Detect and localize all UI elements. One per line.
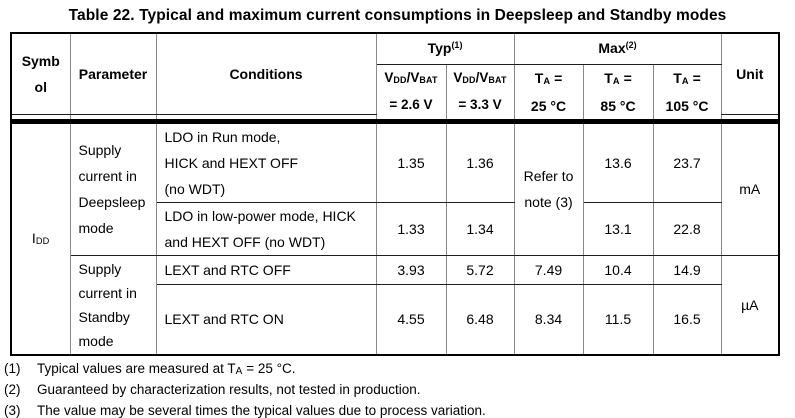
header-spacer-cell bbox=[69, 113, 157, 121]
max-105c-value: 14.9 bbox=[652, 254, 722, 285]
footnote-number: (2) bbox=[4, 382, 21, 397]
vdd-3v3-column-header: VDD/VBAT = 3.3 V bbox=[445, 63, 515, 122]
refer-to-note-cell: Refer to note (3) bbox=[513, 118, 584, 256]
deepsleep-parameter-cell: Supply current in Deepsleep mode bbox=[69, 118, 157, 256]
max-105c-value: 16.5 bbox=[652, 283, 722, 356]
unit-ua-cell: µA bbox=[720, 254, 780, 356]
standby-parameter-cell: Supply current in Standby mode bbox=[69, 254, 157, 356]
table-row-deepsleep-lowpower: LDO in low-power mode, HICK and HEXT OFF… bbox=[11, 201, 779, 256]
max-105c-value: 23.7 bbox=[652, 118, 722, 203]
current-consumption-table: Symb ol Parameter Conditions Typ(1) Max(… bbox=[10, 32, 781, 356]
typ-footnote-ref: (1) bbox=[451, 39, 463, 50]
condition-cell-lext-rtc-off: LEXT and RTC OFF bbox=[155, 254, 377, 285]
max-85c-value: 10.4 bbox=[582, 254, 654, 285]
table-row-standby-rtc-off: Supply current in Standby mode LEXT and … bbox=[11, 254, 780, 356]
vdd-2v6-column-header: VDD/VBAT = 2.6 V bbox=[375, 63, 447, 122]
max-group-header: Max(2) bbox=[513, 32, 722, 65]
footnote: (3) The value may be several times the ty… bbox=[4, 401, 795, 418]
typ-3v3-value: 1.36 bbox=[445, 118, 515, 203]
typ-3v3-value: 5.72 bbox=[445, 254, 515, 285]
typ-2v6-value: 1.35 bbox=[375, 118, 447, 203]
footnote: (1) Typical values are measured at TA = 2… bbox=[4, 359, 795, 380]
condition-cell-ldo-run: LDO in Run mode, HICK and HEXT OFF (no W… bbox=[155, 118, 377, 203]
footnote-number: (3) bbox=[4, 403, 21, 418]
typ-2v6-value: 3.93 bbox=[375, 254, 447, 285]
table-title: Table 22. Typical and maximum current co… bbox=[68, 7, 727, 24]
footnote-number: (1) bbox=[4, 361, 21, 376]
symbol-column-header: Symb ol bbox=[10, 32, 71, 115]
typ-3v3-value: 1.34 bbox=[445, 201, 515, 256]
ta-105c-column-header: TA = 105 °C bbox=[652, 63, 722, 122]
typ-3v3-value: 6.48 bbox=[445, 283, 515, 356]
typ-2v6-value: 4.55 bbox=[375, 283, 447, 356]
typ-2v6-value: 1.33 bbox=[375, 201, 447, 256]
ta-25c-column-header: TA = 25 °C bbox=[513, 63, 584, 122]
max-85c-value: 13.6 bbox=[582, 118, 654, 203]
footnote-text: The value may be several times the typic… bbox=[37, 403, 486, 418]
condition-cell-ldo-lowpower: LDO in low-power mode, HICK and HEXT OFF… bbox=[155, 201, 377, 256]
max-85c-value: 13.1 bbox=[582, 201, 654, 256]
max-25c-value: 8.34 bbox=[513, 283, 584, 356]
condition-cell-lext-rtc-on: LEXT and RTC ON bbox=[155, 283, 377, 356]
header-spacer-cell bbox=[155, 113, 377, 121]
max-85c-value: 11.5 bbox=[582, 283, 654, 356]
header-subcolumn-row: VDD/VBAT = 2.6 V VDD/VBAT = 3.3 V TA = 2… bbox=[11, 63, 779, 122]
max-25c-value: 7.49 bbox=[513, 254, 584, 285]
unit-column-header: Unit bbox=[720, 32, 780, 115]
typ-group-header: Typ(1) bbox=[375, 32, 515, 65]
parameter-column-header: Parameter bbox=[69, 32, 157, 115]
unit-ma-cell: mA bbox=[720, 118, 780, 256]
conditions-column-header: Conditions bbox=[155, 32, 377, 115]
header-spacer-cell bbox=[720, 113, 780, 121]
symbol-idd-cell: IDD bbox=[10, 118, 71, 356]
footnote-text: Guaranteed by characterization results, … bbox=[37, 382, 421, 397]
footnote-text: Typical values are measured at TA = 25 °… bbox=[37, 361, 296, 377]
table-row-deepsleep-run: IDD Supply current in Deepsleep mode LDO… bbox=[10, 118, 780, 356]
table-row-standby-rtc-on: LEXT and RTC ON 4.55 6.48 8.34 11.5 16.5 bbox=[11, 283, 779, 356]
header-spacer-row bbox=[10, 113, 780, 121]
header-group-row: Symb ol Parameter Conditions Typ(1) Max(… bbox=[10, 32, 780, 115]
header-spacer-cell bbox=[10, 113, 71, 121]
max-105c-value: 22.8 bbox=[652, 201, 722, 256]
footnotes: (1) Typical values are measured at TA = 2… bbox=[4, 359, 795, 418]
footnote: (2) Guaranteed by characterization result… bbox=[4, 380, 795, 401]
ta-85c-column-header: TA = 85 °C bbox=[582, 63, 654, 122]
max-footnote-ref: (2) bbox=[625, 39, 637, 50]
